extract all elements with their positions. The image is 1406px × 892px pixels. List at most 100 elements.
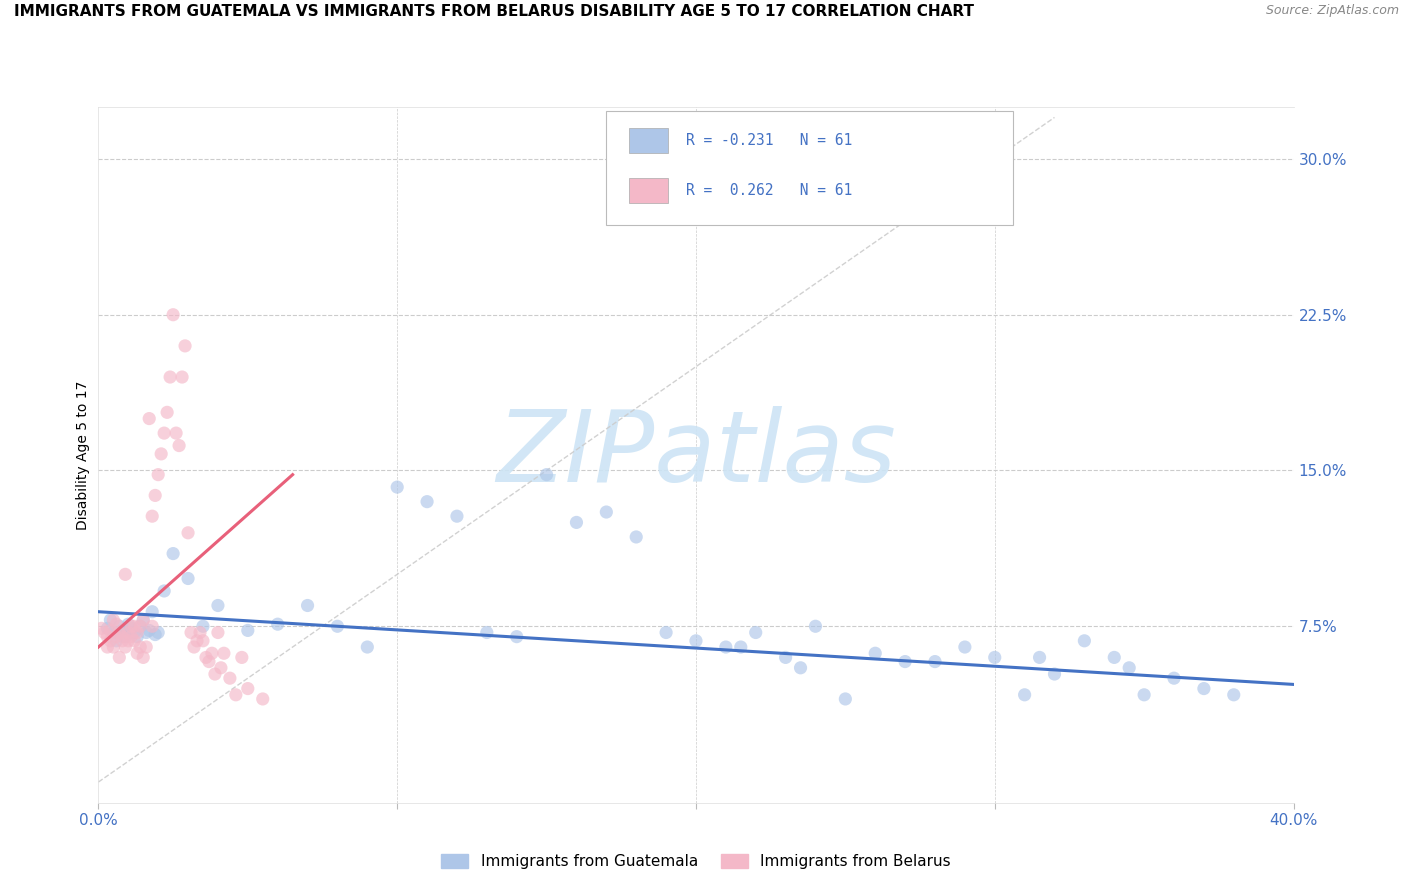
Point <box>135 625 157 640</box>
Text: R =  0.262   N = 61: R = 0.262 N = 61 <box>686 183 852 198</box>
Point <box>183 640 205 654</box>
Point <box>111 624 134 638</box>
Point <box>108 650 131 665</box>
Point <box>143 627 166 641</box>
Text: IMMIGRANTS FROM GUATEMALA VS IMMIGRANTS FROM BELARUS DISABILITY AGE 5 TO 17 CORR: IMMIGRANTS FROM GUATEMALA VS IMMIGRANTS … <box>14 4 974 20</box>
Point <box>96 630 118 644</box>
Y-axis label: Disability Age 5 to 17: Disability Age 5 to 17 <box>76 380 90 530</box>
Point <box>745 625 768 640</box>
Point <box>105 630 128 644</box>
Point <box>984 650 1007 665</box>
Point <box>506 630 529 644</box>
Point <box>120 621 142 635</box>
Point <box>180 625 202 640</box>
Point <box>127 625 149 640</box>
Point <box>138 411 160 425</box>
Point <box>96 621 118 635</box>
Point <box>297 599 319 613</box>
Point <box>103 613 125 627</box>
Point <box>191 633 214 648</box>
Point <box>111 633 134 648</box>
Text: Source: ZipAtlas.com: Source: ZipAtlas.com <box>1265 4 1399 18</box>
Point <box>124 633 146 648</box>
Point <box>132 613 155 627</box>
Point <box>177 572 200 586</box>
Point <box>105 633 128 648</box>
Point <box>105 617 128 632</box>
Point <box>1073 633 1095 648</box>
Point <box>162 547 184 561</box>
Point <box>198 655 221 669</box>
FancyBboxPatch shape <box>628 128 668 153</box>
Point <box>219 671 242 685</box>
Point <box>865 646 887 660</box>
Point <box>236 681 259 696</box>
Point <box>775 650 797 665</box>
Point <box>655 625 678 640</box>
Point <box>446 509 468 524</box>
Text: R = -0.231   N = 61: R = -0.231 N = 61 <box>686 133 852 148</box>
Point <box>129 619 152 633</box>
Point <box>326 619 349 633</box>
Point <box>96 640 118 654</box>
Point <box>124 619 146 633</box>
Point <box>148 467 170 482</box>
Point <box>114 567 136 582</box>
Text: ZIPatlas: ZIPatlas <box>496 407 896 503</box>
Point <box>714 640 737 654</box>
Point <box>1043 667 1066 681</box>
Point <box>804 619 827 633</box>
Point <box>201 646 224 660</box>
Point <box>150 447 173 461</box>
Point <box>385 480 409 494</box>
Point <box>135 640 157 654</box>
Point <box>93 625 115 640</box>
Point <box>1118 661 1140 675</box>
Point <box>162 308 184 322</box>
Point <box>536 467 558 482</box>
Point <box>225 688 247 702</box>
Point <box>177 525 200 540</box>
Point <box>100 624 122 638</box>
Point <box>191 619 214 633</box>
Point <box>730 640 752 654</box>
Point <box>132 650 155 665</box>
Point <box>172 370 194 384</box>
Point <box>143 488 166 502</box>
Point <box>1104 650 1126 665</box>
Point <box>195 650 218 665</box>
Point <box>141 619 163 633</box>
Point <box>626 530 648 544</box>
Point <box>685 633 707 648</box>
Point <box>114 640 136 654</box>
Point <box>204 667 226 681</box>
Point <box>132 613 155 627</box>
Point <box>165 426 187 441</box>
Point <box>117 617 139 632</box>
Point <box>188 625 211 640</box>
Point <box>207 625 229 640</box>
Point <box>595 505 617 519</box>
Point <box>138 624 160 638</box>
Point <box>475 625 498 640</box>
Point <box>100 613 122 627</box>
Point <box>108 619 131 633</box>
Point <box>1223 688 1246 702</box>
Point <box>153 426 176 441</box>
Point <box>148 625 170 640</box>
Legend: Immigrants from Guatemala, Immigrants from Belarus: Immigrants from Guatemala, Immigrants fr… <box>434 848 957 875</box>
Point <box>167 439 190 453</box>
Point <box>924 655 946 669</box>
Point <box>120 630 142 644</box>
Point <box>1192 681 1215 696</box>
Point <box>103 625 125 640</box>
Point <box>356 640 378 654</box>
Point <box>174 339 197 353</box>
Point <box>209 661 232 675</box>
Point <box>416 494 439 508</box>
Point <box>789 661 811 675</box>
Point <box>124 625 146 640</box>
Point <box>565 516 588 530</box>
Point <box>894 655 917 669</box>
Point <box>159 370 181 384</box>
